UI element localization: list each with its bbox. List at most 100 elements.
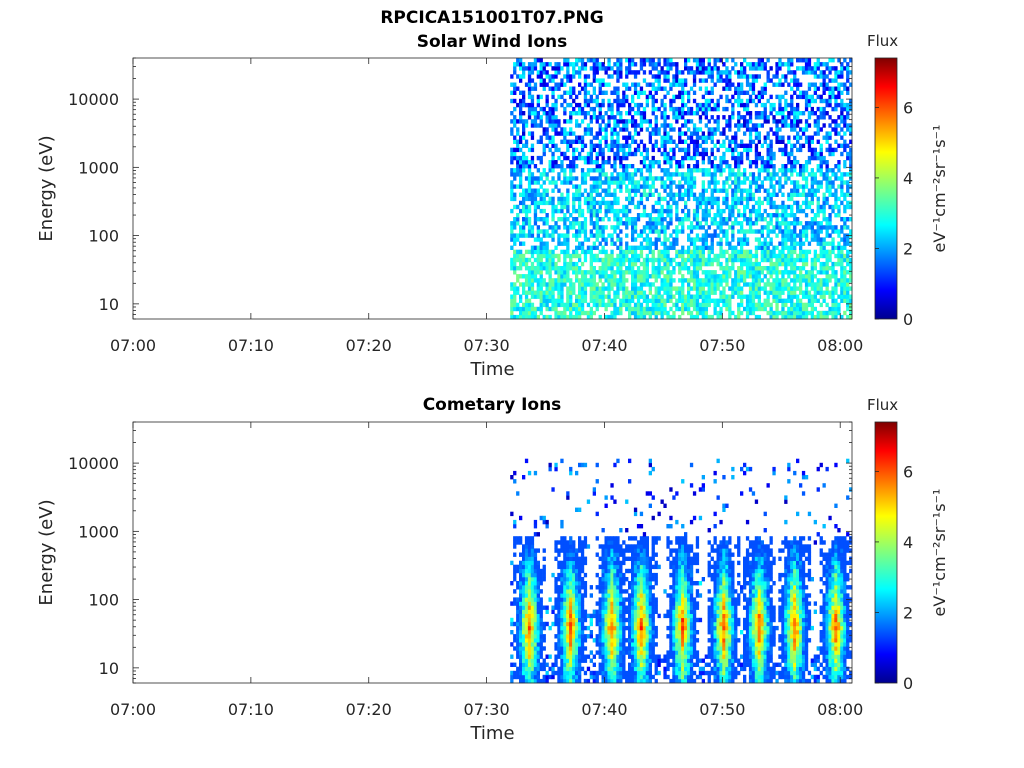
heatmap-cell [745, 78, 750, 83]
heatmap-cell [522, 233, 526, 238]
heatmap-cell [849, 184, 853, 189]
heatmap-cell [530, 634, 535, 639]
heatmap-cell [628, 131, 632, 136]
heatmap-cell [740, 70, 744, 75]
heatmap-cell [846, 70, 850, 75]
heatmap-cell [542, 217, 546, 222]
heatmap-cell [672, 192, 676, 197]
heatmap-cell [807, 123, 812, 128]
heatmap-cell [560, 168, 564, 173]
heatmap-cell [751, 278, 756, 283]
heatmap-cell [666, 70, 670, 75]
heatmap-cell [628, 249, 632, 255]
heatmap-cell [778, 221, 782, 226]
heatmap-cell [716, 310, 720, 316]
heatmap-cell [790, 241, 794, 246]
heatmap-cell [760, 229, 764, 234]
heatmap-cell [513, 253, 517, 259]
heatmap-cell [530, 192, 535, 197]
heatmap-cell [622, 147, 626, 153]
heatmap-cell [754, 314, 759, 320]
heatmap-cell [636, 188, 641, 193]
heatmap-cell [616, 176, 620, 181]
heatmap-cell [660, 70, 664, 75]
heatmap-cell [516, 491, 520, 496]
heatmap-cell [799, 66, 803, 71]
heatmap-cell [663, 135, 667, 140]
heatmap-cell [740, 237, 744, 242]
heatmap-cell [566, 314, 570, 320]
heatmap-cell [787, 82, 791, 87]
heatmap-cell [536, 111, 540, 116]
heatmap-cell [813, 217, 817, 222]
heatmap-cell [704, 270, 708, 275]
heatmap-cell [542, 78, 546, 83]
heatmap-cell [616, 184, 620, 189]
heatmap-cell [804, 180, 809, 185]
heatmap-cell [796, 131, 800, 136]
heatmap-cell [595, 160, 599, 165]
heatmap-cell [510, 233, 514, 238]
heatmap-cell [748, 306, 753, 312]
heatmap-cell [819, 82, 823, 87]
heatmap-cell [527, 613, 532, 619]
y-tick-label: 100 [88, 227, 119, 246]
heatmap-cell [648, 192, 652, 197]
heatmap-cell [707, 245, 711, 250]
heatmap-cell [610, 200, 614, 206]
heatmap-cell [689, 270, 694, 275]
heatmap-cell [672, 302, 676, 308]
heatmap-cell [781, 310, 785, 316]
heatmap-cell [813, 221, 817, 226]
heatmap-cell [763, 176, 767, 181]
heatmap-cell [769, 164, 773, 169]
heatmap-cell [631, 245, 635, 250]
heatmap-cell [657, 306, 661, 312]
y-tick-label: 1000 [78, 158, 119, 177]
heatmap-cell [731, 266, 735, 271]
heatmap-cell [769, 196, 773, 202]
heatmap-cell [737, 282, 741, 287]
heatmap-cell [834, 139, 838, 144]
heatmap-cell [519, 678, 523, 684]
heatmap-cell [563, 266, 567, 271]
heatmap-cell [804, 310, 809, 316]
heatmap-cell [810, 294, 814, 299]
heatmap-cell [625, 270, 629, 275]
heatmap-cell [622, 90, 626, 95]
heatmap-cell [583, 143, 588, 148]
heatmap-cell [716, 257, 720, 263]
heatmap-cell [595, 176, 599, 181]
heatmap-cell [807, 274, 812, 279]
heatmap-cell [516, 540, 520, 545]
heatmap-cell [737, 164, 741, 169]
heatmap-cell [601, 249, 605, 255]
heatmap-cell [642, 70, 647, 75]
heatmap-cell [633, 245, 638, 250]
heatmap-cell [530, 544, 535, 549]
heatmap-cell [763, 257, 767, 263]
heatmap-cell [633, 229, 638, 234]
heatmap-cell [757, 151, 761, 157]
heatmap-cell [796, 123, 800, 128]
heatmap-cell [840, 127, 844, 132]
heatmap-cell [837, 82, 841, 87]
heatmap-cell [784, 102, 788, 108]
heatmap-cell [607, 192, 611, 197]
heatmap-cell [825, 176, 829, 181]
heatmap-cell [619, 70, 623, 75]
heatmap-cell [598, 102, 602, 108]
heatmap-cell [737, 155, 741, 161]
heatmap-cell [628, 270, 632, 275]
heatmap-cell [684, 131, 688, 136]
heatmap-cell [669, 261, 673, 267]
heatmap-cell [834, 192, 838, 197]
heatmap-cell [810, 257, 814, 263]
heatmap-cell [610, 310, 614, 316]
heatmap-cell [687, 58, 691, 63]
heatmap-cell [530, 650, 535, 655]
heatmap-cell [575, 278, 579, 283]
heatmap-cell [737, 98, 741, 104]
heatmap-cell [616, 225, 620, 230]
heatmap-cell [616, 213, 620, 218]
